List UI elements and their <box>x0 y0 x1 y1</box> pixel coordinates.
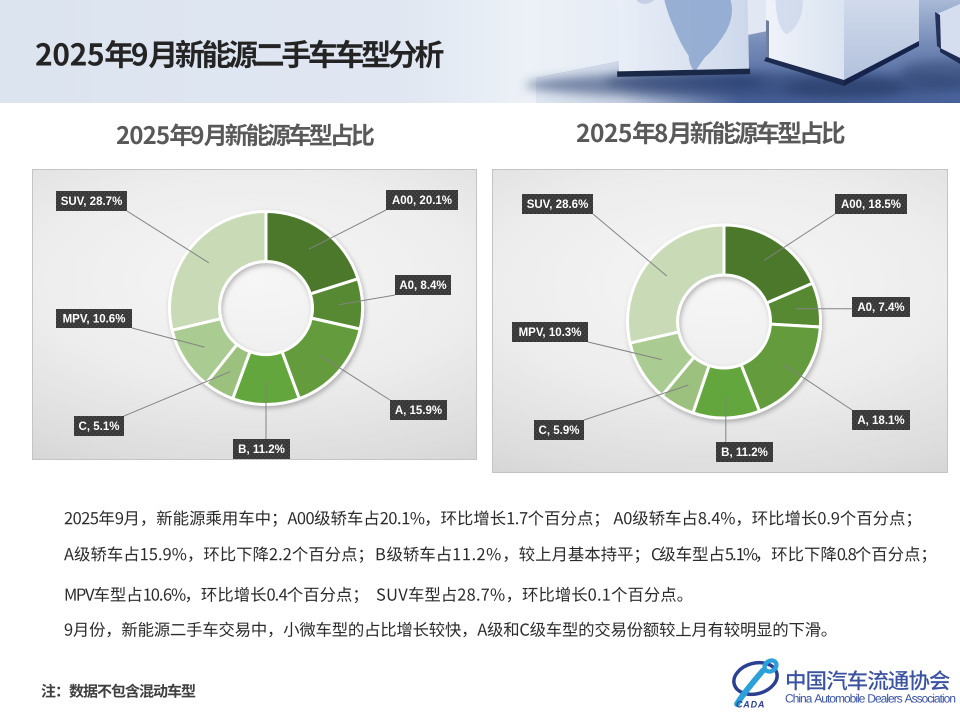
svg-text:A, 18.1%: A, 18.1% <box>857 415 904 427</box>
svg-text:A0, 7.4%: A0, 7.4% <box>857 302 904 314</box>
svg-text:C, 5.1%: C, 5.1% <box>79 421 120 433</box>
svg-text:A00, 20.1%: A00, 20.1% <box>392 195 452 207</box>
svg-text:SUV, 28.7%: SUV, 28.7% <box>61 196 123 208</box>
svg-text:C, 5.9%: C, 5.9% <box>539 425 580 437</box>
svg-text:A0, 8.4%: A0, 8.4% <box>399 280 446 292</box>
svg-text:A, 15.9%: A, 15.9% <box>395 405 442 417</box>
svg-text:MPV, 10.3%: MPV, 10.3% <box>519 327 582 339</box>
svg-text:SUV, 28.6%: SUV, 28.6% <box>527 199 589 211</box>
svg-text:B, 11.2%: B, 11.2% <box>238 444 285 456</box>
svg-text:A00, 18.5%: A00, 18.5% <box>841 199 901 211</box>
svg-text:B, 11.2%: B, 11.2% <box>721 447 768 459</box>
svg-text:CADA: CADA <box>736 700 765 710</box>
svg-text:MPV, 10.6%: MPV, 10.6% <box>63 314 126 326</box>
